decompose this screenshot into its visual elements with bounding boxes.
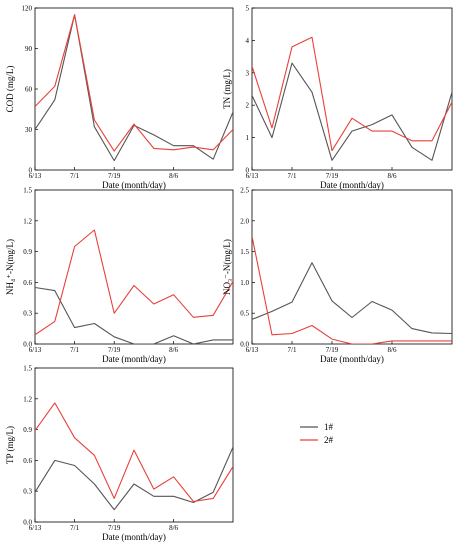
y-tick-label: 3 <box>246 69 250 77</box>
panel-tn: 0 1 2 3 4 5 6/13 7/1 7/19 8/6 Date (month/day) TN (… <box>222 5 453 190</box>
plot-frame <box>251 189 453 345</box>
y-axis-label: TN (mg/L) <box>222 69 232 109</box>
legend-label: 1# <box>324 422 334 432</box>
plot-frame <box>34 7 234 171</box>
x-tick-label: 6/13 <box>29 172 42 180</box>
x-tick-label: 7/1 <box>70 172 79 180</box>
plot-frame <box>34 367 234 523</box>
x-axis-label: Date (month/day) <box>102 180 166 190</box>
y-tick-label: 0.3 <box>23 310 32 318</box>
y-tick-label: 0.6 <box>23 279 32 287</box>
y-tick-label: 0.0 <box>23 341 32 349</box>
y-tick-label: 60 <box>25 86 33 94</box>
legend: 1#2# <box>300 422 334 445</box>
x-tick-label: 8/6 <box>169 346 178 354</box>
y-tick-label: 0.5 <box>240 310 249 318</box>
y-tick-label: 90 <box>25 45 33 53</box>
x-tick-label: 8/6 <box>169 172 178 180</box>
y-tick-label: 1.5 <box>23 365 32 373</box>
series-line-2 <box>35 14 233 152</box>
x-tick-label: 7/19 <box>326 346 339 354</box>
x-tick-label: 7/19 <box>108 524 121 532</box>
y-tick-label: 0 <box>29 167 33 175</box>
x-axis-label: Date (month/day) <box>320 354 384 364</box>
y-tick-label: 0.3 <box>23 488 32 496</box>
x-tick-label: 8/6 <box>388 346 397 354</box>
x-tick-label: 6/13 <box>29 524 42 532</box>
panel-no3: 0.0 0.5 1.0 1.5 2.0 2.5 6/13 7/1 7/19 8/6 Date (mo… <box>222 187 453 364</box>
y-tick-label: 0.6 <box>23 457 32 465</box>
y-tick-label: 1.5 <box>240 248 249 256</box>
x-tick-label: 7/19 <box>108 346 121 354</box>
x-axis-label: Date (month/day) <box>320 180 384 190</box>
x-tick-label: 7/1 <box>70 346 79 354</box>
y-tick-label: 4 <box>246 37 250 45</box>
y-axis-label: COD (mg/L) <box>5 66 15 113</box>
x-tick-label: 6/13 <box>246 172 259 180</box>
y-tick-label: 2.5 <box>240 187 249 195</box>
series-line-1 <box>35 286 233 344</box>
plot-frame <box>34 189 234 345</box>
y-axis-label: NO₃⁻-N(mg/L) <box>222 239 232 295</box>
series-line-2 <box>35 229 233 336</box>
y-tick-label: 1.0 <box>240 279 249 287</box>
y-tick-label: 0.9 <box>23 248 32 256</box>
x-tick-label: 6/13 <box>246 346 259 354</box>
series-line-2 <box>252 236 452 344</box>
series-line-2 <box>35 402 233 503</box>
series-line-1 <box>252 262 452 335</box>
x-tick-label: 8/6 <box>169 524 178 532</box>
x-axis-label: Date (month/day) <box>102 532 166 542</box>
x-tick-label: 7/19 <box>326 172 339 180</box>
y-tick-label: 1.2 <box>23 395 32 403</box>
y-tick-label: 0 <box>246 167 250 175</box>
y-tick-label: 5 <box>246 5 250 13</box>
y-tick-label: 30 <box>25 126 33 134</box>
y-tick-label: 0.9 <box>23 426 32 434</box>
y-tick-label: 0.0 <box>23 519 32 527</box>
y-tick-label: 2.0 <box>240 217 249 225</box>
series-line-1 <box>252 62 452 161</box>
x-tick-label: 7/1 <box>288 346 297 354</box>
x-axis-label: Date (month/day) <box>102 354 166 364</box>
x-tick-label: 6/13 <box>29 346 42 354</box>
y-tick-label: 2 <box>246 102 250 110</box>
y-tick-label: 1 <box>246 134 250 142</box>
y-axis-label: TP (mg/L) <box>5 426 15 464</box>
legend-label: 2# <box>324 435 334 445</box>
series-line-1 <box>35 14 233 162</box>
plot-frame <box>251 7 453 171</box>
y-tick-label: 0.0 <box>240 341 249 349</box>
x-tick-label: 7/1 <box>288 172 297 180</box>
y-tick-label: 120 <box>22 5 33 13</box>
y-axis-label: NH₄⁺-N(mg/L) <box>5 239 15 295</box>
x-tick-label: 7/1 <box>70 524 79 532</box>
series-line-2 <box>252 36 452 152</box>
x-tick-label: 8/6 <box>388 172 397 180</box>
y-tick-label: 1.2 <box>23 217 32 225</box>
x-tick-label: 7/19 <box>108 172 121 180</box>
series-line-1 <box>35 446 233 511</box>
y-tick-label: 1.5 <box>23 187 32 195</box>
